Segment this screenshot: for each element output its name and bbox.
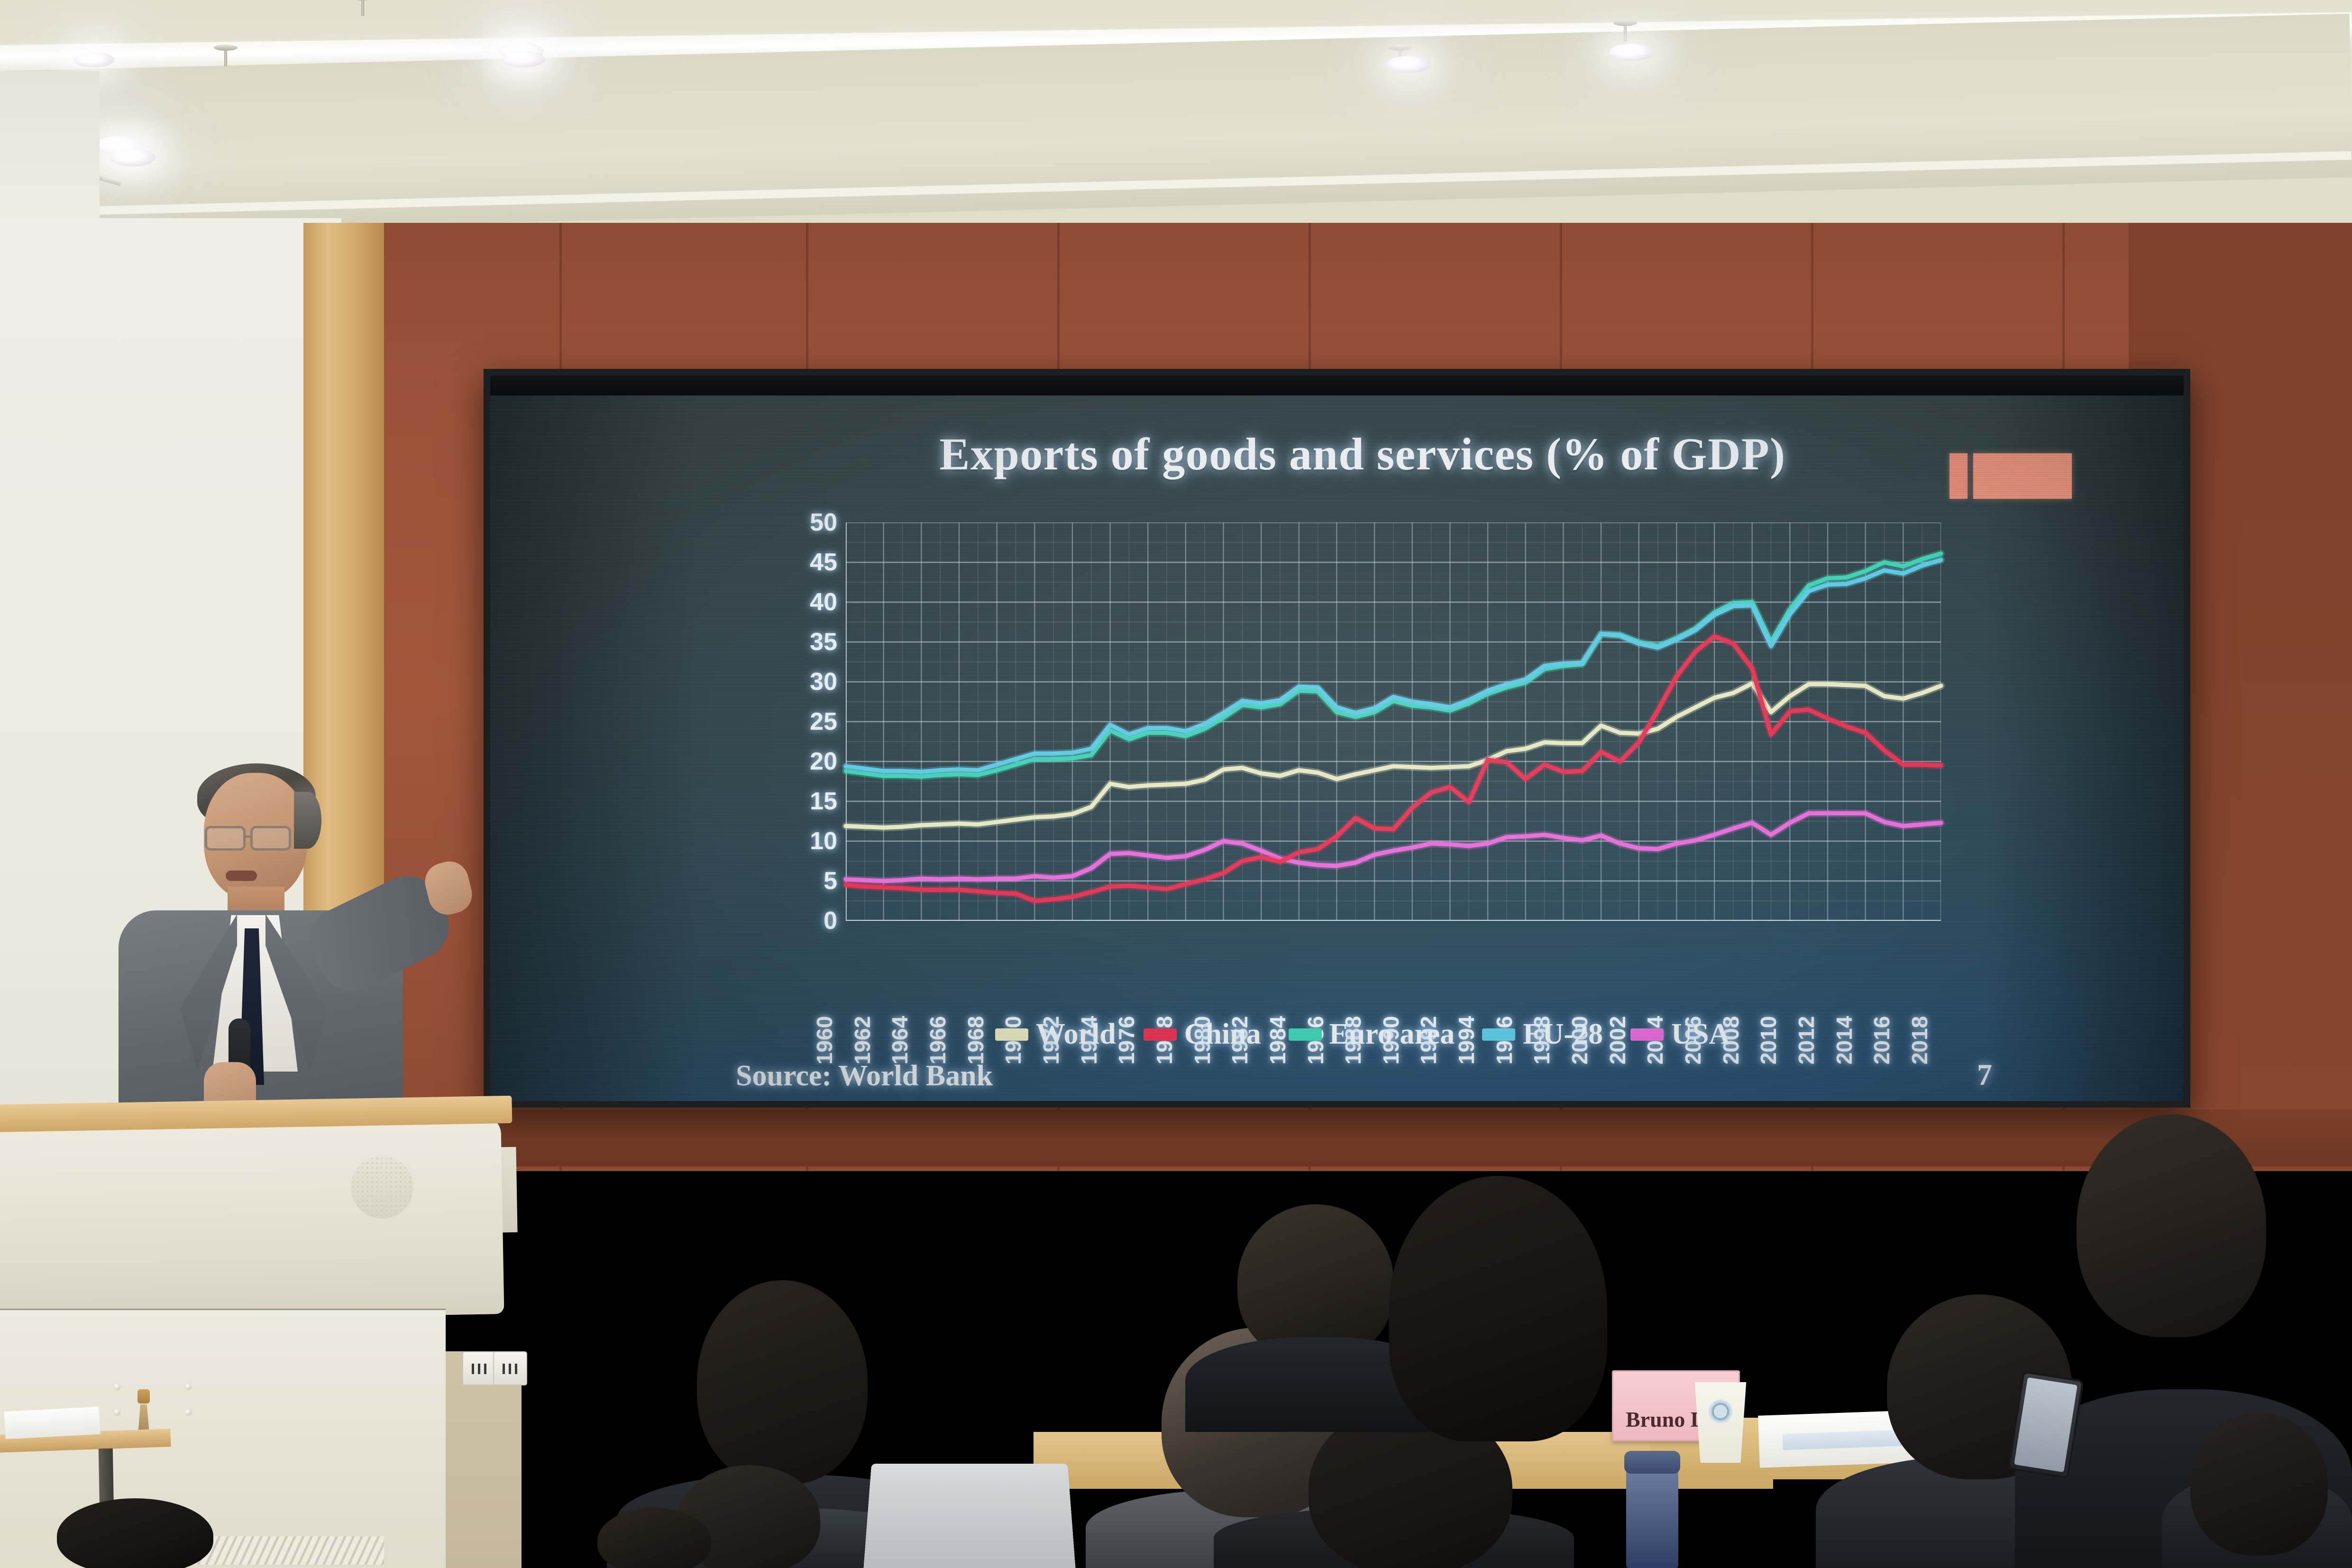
chart-plot-area (842, 523, 1945, 921)
y-axis-tick-label: 30 (810, 668, 837, 696)
audience-member-head (2190, 1413, 2328, 1555)
legend-swatch (1288, 1028, 1322, 1041)
chart-series-lines (842, 550, 1945, 905)
led-display-screen[interactable]: Exports of goods and services (% of GDP)… (484, 369, 2190, 1108)
legend-item: China (1143, 1018, 1261, 1051)
audience-member-head (2077, 1114, 2266, 1337)
paper-cup-logo (1709, 1400, 1732, 1423)
legend-item: Euro area (1288, 1018, 1455, 1051)
slide-page-number: 7 (1977, 1058, 1992, 1091)
legend-swatch (995, 1028, 1028, 1041)
ceiling-downlight (110, 148, 156, 166)
wall-power-socket[interactable] (493, 1351, 527, 1385)
screen-right-shadow (1985, 395, 2184, 1101)
presenter-hair-side (294, 792, 321, 849)
sprinkler-head (351, 0, 375, 19)
water-bottle[interactable] (1626, 1465, 1678, 1568)
y-axis-tick-label: 35 (810, 628, 837, 656)
podium-cabinet-knob[interactable] (185, 1384, 192, 1390)
chart-gridlines (846, 523, 1941, 921)
audience-member-head (697, 1280, 868, 1484)
y-axis-tick-label: 25 (810, 708, 837, 735)
wall-upper-white (0, 71, 100, 228)
sprinkler-head (1613, 20, 1637, 45)
slide-source-note: Source: World Bank (736, 1060, 993, 1092)
podium-cabinet-knob[interactable] (185, 1409, 192, 1416)
water-bottle-cap[interactable] (1624, 1451, 1680, 1474)
audience-member-head (1237, 1204, 1394, 1361)
presenter-glasses-left-lens (205, 826, 246, 851)
smartphone-screen (2014, 1377, 2077, 1473)
legend-label: China (1184, 1018, 1261, 1050)
podium-body (0, 1116, 504, 1323)
y-axis-tick-label: 10 (810, 827, 837, 855)
presenter-mouth (226, 871, 257, 881)
podium-ventilation-slots (185, 1536, 384, 1565)
screen-top-bezel (490, 376, 2184, 395)
podium-speaker-grille (351, 1156, 413, 1219)
slide-title: Exports of goods and services (% of GDP) (939, 429, 1786, 479)
y-axis-tick-label: 45 (810, 549, 837, 576)
sprinkler-head (214, 45, 238, 69)
presenter-glasses-right-lens (250, 826, 291, 851)
legend-label: World (1035, 1018, 1116, 1050)
legend-label: USA (1671, 1018, 1730, 1050)
legend-swatch (1143, 1028, 1177, 1041)
y-axis-tick-label: 40 (810, 588, 837, 616)
y-axis-tick-label: 20 (810, 748, 837, 775)
papers-on-table (4, 1406, 101, 1440)
podium-lock-key[interactable] (137, 1389, 150, 1403)
y-axis-tick-label: 5 (824, 867, 837, 895)
legend-label: Euro area (1329, 1018, 1455, 1050)
chart-legend: World China Euro area EU-28 USA (713, 1018, 2012, 1051)
presentation-slide: Exports of goods and services (% of GDP)… (713, 395, 2072, 1101)
wall-baseboard (370, 1110, 2352, 1166)
legend-swatch (1482, 1028, 1516, 1041)
wall-power-socket[interactable] (462, 1351, 496, 1385)
presenter-glasses-bridge (245, 835, 252, 838)
podium-cabinet-knob[interactable] (114, 1409, 120, 1416)
legend-item: EU-28 (1482, 1018, 1603, 1051)
audience-member-head (597, 1508, 711, 1568)
podium-cabinet-knob[interactable] (114, 1384, 120, 1390)
ceiling-downlight (1387, 56, 1430, 73)
legend-item: World (995, 1018, 1116, 1051)
legend-swatch (1630, 1028, 1664, 1041)
ceiling-downlight (502, 51, 545, 67)
ceiling-downlight (1609, 44, 1655, 61)
y-axis-tick-label: 50 (810, 509, 837, 536)
screen-left-shadow (490, 395, 699, 1101)
y-axis-labels: 50 45 40 35 30 25 20 15 10 5 0 (775, 509, 837, 935)
audience-member-head (57, 1498, 213, 1568)
legend-item: USA (1630, 1018, 1730, 1051)
x-axis-labels: 1960196219641966196819701972197419761978… (812, 926, 1941, 1064)
pink-marker-block (1973, 453, 2072, 499)
audience-member-head-long-hair (1389, 1176, 1607, 1441)
audience-laptop[interactable] (863, 1463, 1076, 1568)
screen-surface: Exports of goods and services (% of GDP)… (490, 395, 2184, 1101)
ceiling-downlight (73, 52, 114, 67)
pink-marker-bar (1949, 453, 1968, 499)
legend-label: EU-28 (1523, 1018, 1603, 1050)
y-axis-tick-label: 15 (810, 788, 837, 815)
y-axis-tick-label: 0 (824, 907, 837, 935)
